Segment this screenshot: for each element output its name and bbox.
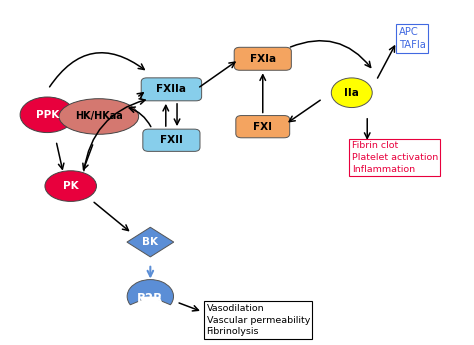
FancyBboxPatch shape — [141, 78, 201, 101]
Wedge shape — [127, 279, 173, 305]
Text: APC
TAFIa: APC TAFIa — [399, 27, 426, 50]
Ellipse shape — [45, 171, 97, 201]
Text: FXI: FXI — [253, 122, 272, 132]
Ellipse shape — [59, 99, 138, 134]
Text: Fibrin clot
Platelet activation
Inflammation: Fibrin clot Platelet activation Inflamma… — [352, 141, 438, 174]
Text: Vasodilation
Vascular permeability
Fibrinolysis: Vasodilation Vascular permeability Fibri… — [207, 304, 310, 336]
Text: IIa: IIa — [344, 88, 359, 98]
FancyBboxPatch shape — [143, 129, 200, 151]
FancyBboxPatch shape — [236, 116, 290, 138]
FancyBboxPatch shape — [234, 47, 292, 70]
Circle shape — [331, 78, 372, 108]
Text: FXIIa: FXIIa — [156, 84, 186, 94]
Text: PPK: PPK — [36, 110, 59, 120]
Text: FXIa: FXIa — [250, 54, 276, 64]
Text: BK: BK — [142, 237, 158, 247]
Text: FXII: FXII — [160, 135, 183, 145]
Wedge shape — [140, 296, 161, 304]
Text: PK: PK — [63, 181, 79, 191]
Polygon shape — [127, 227, 174, 257]
Text: HK/HKaa: HK/HKaa — [75, 111, 123, 121]
Ellipse shape — [20, 97, 74, 132]
Text: B2R: B2R — [137, 293, 164, 305]
